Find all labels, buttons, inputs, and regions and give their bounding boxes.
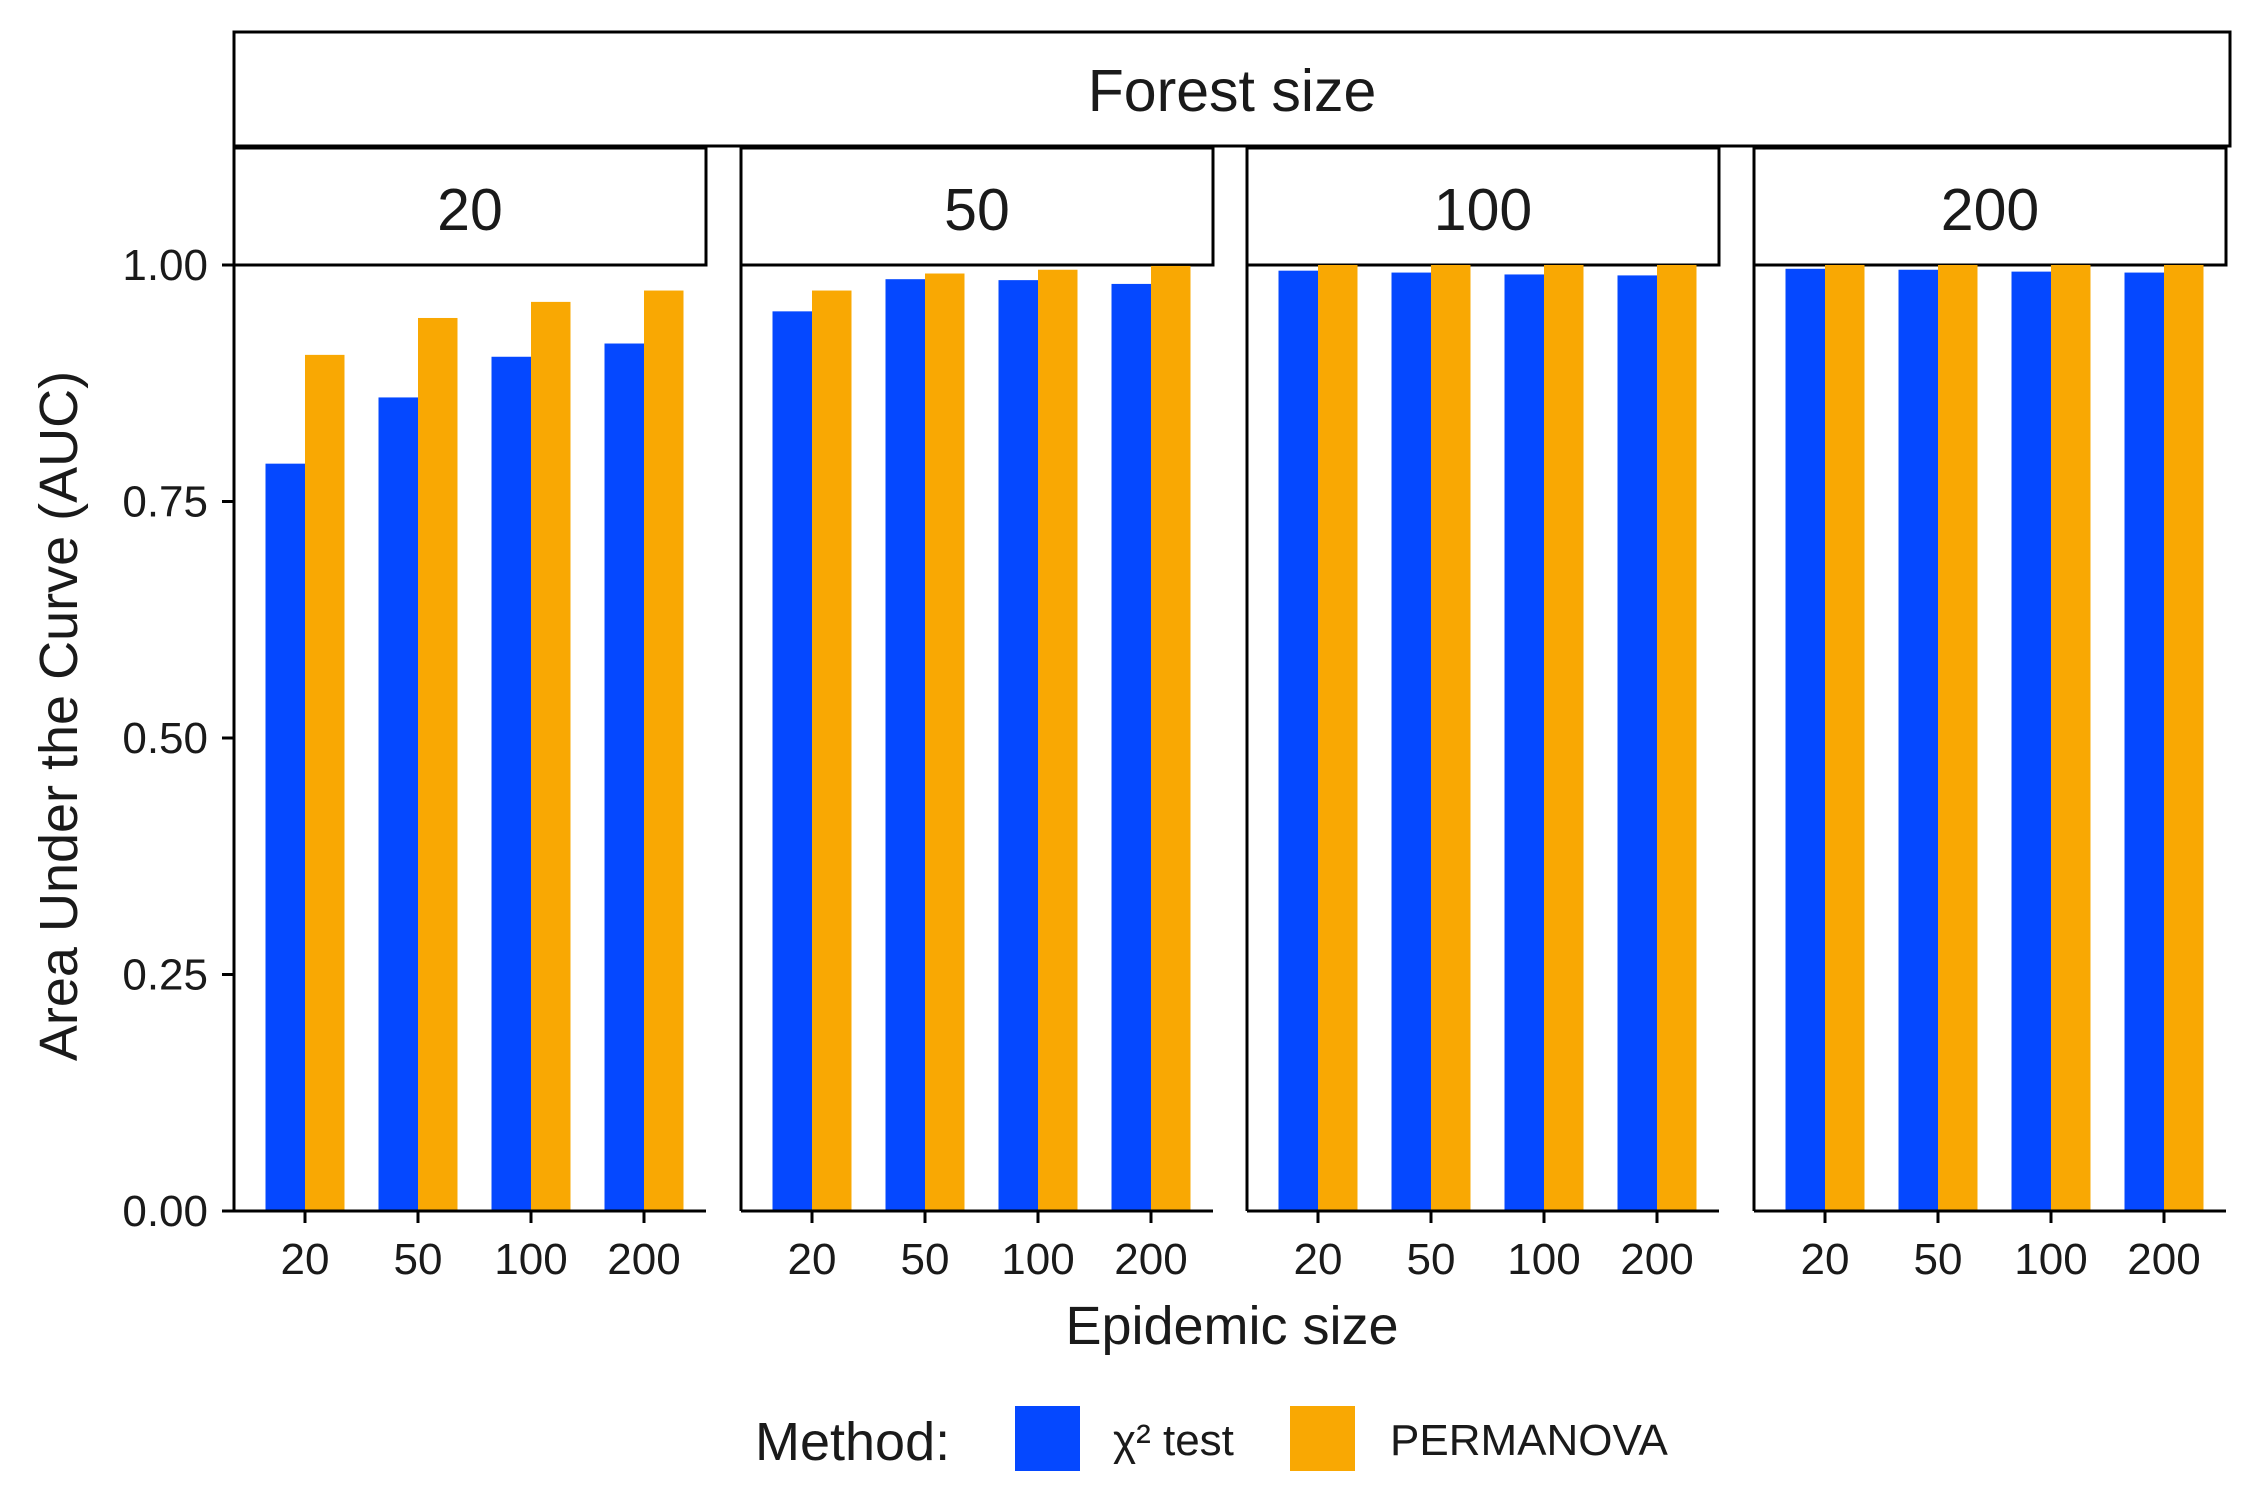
x-tick-label: 200 <box>1114 1235 1187 1284</box>
bar-permanova-forest100-epidemic200 <box>1657 265 1697 1211</box>
bar-permanova-forest20-epidemic50 <box>418 317 458 1211</box>
legend-title: Method: <box>755 1412 950 1472</box>
legend-swatch-chi2 <box>1015 1406 1080 1471</box>
y-tick-label: 0.00 <box>122 1187 208 1236</box>
x-tick-label: 50 <box>1407 1235 1456 1284</box>
panel-strip-label: 20 <box>437 177 503 243</box>
bar-chi2-forest20-epidemic20 <box>265 463 305 1211</box>
y-tick-label: 0.75 <box>122 478 208 527</box>
bar-permanova-forest200-epidemic200 <box>2164 265 2204 1211</box>
bar-permanova-forest200-epidemic20 <box>1825 265 1865 1211</box>
bar-permanova-forest50-epidemic100 <box>1038 269 1078 1212</box>
bar-permanova-forest200-epidemic100 <box>2051 265 2091 1211</box>
panel-strip-200 <box>1752 146 2228 267</box>
legend-label-chi2: χ² test <box>1113 1416 1234 1465</box>
panel-forest-20 <box>232 265 684 1212</box>
bar-chi2-forest100-epidemic100 <box>1504 274 1544 1212</box>
bar-permanova-forest50-epidemic20 <box>812 290 852 1211</box>
x-axis-title: Epidemic size <box>1065 1296 1398 1356</box>
bar-chi2-forest20-epidemic50 <box>378 397 418 1211</box>
panel-strip-20 <box>232 146 708 267</box>
y-tick-label: 0.25 <box>122 951 208 1000</box>
panel-strip-label: 200 <box>1941 177 2039 243</box>
bar-chi2-forest200-epidemic100 <box>2011 271 2051 1211</box>
bar-chi2-forest100-epidemic200 <box>1617 275 1657 1211</box>
bar-permanova-forest100-epidemic20 <box>1318 265 1358 1211</box>
x-tick-label: 100 <box>1507 1235 1580 1284</box>
panel-strip-label: 50 <box>944 177 1010 243</box>
bar-chi2-forest50-epidemic20 <box>772 311 812 1211</box>
legend-swatch-permanova <box>1290 1406 1355 1471</box>
bar-permanova-forest20-epidemic200 <box>644 290 684 1211</box>
bar-chi2-forest200-epidemic50 <box>1898 269 1938 1212</box>
panel-forest-200 <box>1752 265 2204 1212</box>
x-tick-label: 200 <box>2127 1235 2200 1284</box>
legend-label-permanova: PERMANOVA <box>1390 1416 1669 1465</box>
bar-chi2-forest20-epidemic100 <box>491 356 531 1212</box>
bar-permanova-forest100-epidemic100 <box>1544 265 1584 1211</box>
y-axis-title: Area Under the Curve (AUC) <box>29 371 89 1061</box>
x-tick-label: 200 <box>607 1235 680 1284</box>
x-tick-label: 20 <box>1294 1235 1343 1284</box>
bar-chi2-forest50-epidemic50 <box>885 279 925 1211</box>
bar-chi2-forest50-epidemic100 <box>998 280 1038 1211</box>
x-axis-panel-100: 20 50 100 200 <box>1247 1209 1719 1284</box>
panel-forest-50 <box>739 265 1191 1212</box>
bar-chi2-forest200-epidemic200 <box>2124 272 2164 1211</box>
bar-chi2-forest20-epidemic200 <box>604 343 644 1211</box>
panels <box>232 265 2204 1212</box>
x-tick-label: 50 <box>901 1235 950 1284</box>
panel-strip-100 <box>1245 146 1721 267</box>
x-axis-panel-50: 20 50 100 200 <box>741 1209 1213 1284</box>
y-tick-label: 0.50 <box>122 714 208 763</box>
bar-permanova-forest50-epidemic50 <box>925 273 965 1211</box>
y-axis: 0.00 0.25 0.50 0.75 1.00 <box>122 241 234 1236</box>
bar-chi2-forest100-epidemic50 <box>1391 272 1431 1211</box>
x-tick-label: 20 <box>788 1235 837 1284</box>
x-axes: 20 50 100 200 20 50 100 200 20 50 100 200 20 50 100 200 <box>234 1209 2226 1284</box>
panel-strips: 20 50 100 200 <box>232 146 2228 267</box>
bar-permanova-forest20-epidemic20 <box>305 354 345 1211</box>
x-axis-panel-20: 20 50 100 200 <box>234 1209 706 1284</box>
facet-title: Forest size <box>1088 58 1377 124</box>
y-tick-label: 1.00 <box>122 241 208 290</box>
bar-chi2-forest50-epidemic200 <box>1111 283 1151 1211</box>
bar-permanova-forest100-epidemic50 <box>1431 265 1471 1211</box>
bar-chi2-forest100-epidemic20 <box>1278 270 1318 1211</box>
x-axis-panel-200: 20 50 100 200 <box>1754 1209 2226 1284</box>
panel-strip-50 <box>739 146 1215 267</box>
x-tick-label: 100 <box>494 1235 567 1284</box>
bar-permanova-forest20-epidemic100 <box>531 301 571 1211</box>
bar-permanova-forest200-epidemic50 <box>1938 265 1978 1211</box>
x-tick-label: 50 <box>1914 1235 1963 1284</box>
legend: Method: χ² test PERMANOVA <box>755 1406 1669 1472</box>
panel-forest-100 <box>1245 265 1697 1212</box>
panel-strip-label: 100 <box>1434 177 1532 243</box>
bar-chi2-forest200-epidemic20 <box>1785 268 1825 1211</box>
x-tick-label: 100 <box>2014 1235 2087 1284</box>
x-tick-label: 50 <box>394 1235 443 1284</box>
x-tick-label: 20 <box>1801 1235 1850 1284</box>
bar-permanova-forest50-epidemic200 <box>1151 265 1191 1211</box>
x-tick-label: 200 <box>1620 1235 1693 1284</box>
x-tick-label: 20 <box>281 1235 330 1284</box>
facet-title-strip <box>232 30 2232 148</box>
x-tick-label: 100 <box>1001 1235 1074 1284</box>
